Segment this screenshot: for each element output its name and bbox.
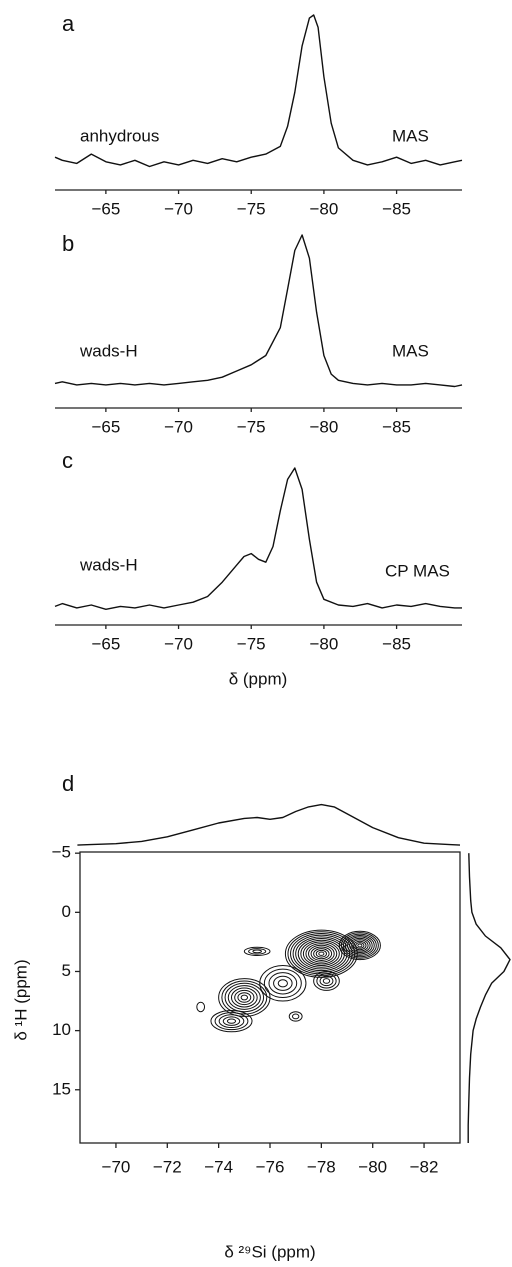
contour-line [353,940,367,951]
x-tick-label: −85 [382,417,411,436]
contour-line [252,949,262,954]
panel-label: d [62,771,74,796]
x-tick-label: −75 [237,199,266,218]
x-tick-label: −75 [237,634,266,653]
contour-line [259,965,307,1002]
contour-line [240,994,249,1001]
contour-line [355,942,365,949]
x-tick-label: −80 [309,634,338,653]
y-tick-label: 15 [52,1079,71,1098]
contour-line [342,933,377,958]
x-tick-label: −85 [382,199,411,218]
x-tick-label: −70 [164,199,193,218]
contour-line [227,985,261,1010]
x-tick-label: −85 [382,634,411,653]
annotation: MAS [392,341,429,360]
x-tick-label: −76 [256,1157,285,1176]
x-tick-label: −75 [237,417,266,436]
x-tick-label: −70 [164,417,193,436]
contour-line [292,934,351,973]
y-tick-label: 10 [52,1020,71,1039]
contour-line [224,982,265,1013]
contour-line [305,943,338,965]
contour-line [344,935,375,956]
x-tick-label: −82 [410,1157,439,1176]
contour-line [273,975,293,991]
contour-line [277,979,288,988]
y-tick-label: 5 [62,961,71,980]
x-tick-label: −70 [164,634,193,653]
x-tick-label: −78 [307,1157,336,1176]
contour-line [315,949,327,958]
contour-line [338,930,381,961]
contour-line [300,939,343,968]
contour-line [222,1016,241,1026]
spectrum [54,14,463,168]
x-axis-label: δ ²⁹Si (ppm) [224,1242,315,1261]
x-tick-label: −80 [358,1157,387,1176]
contour-line [263,968,302,998]
contour-line [230,987,258,1008]
contour-line [214,1012,249,1031]
contour-line [237,992,252,1003]
spectrum [54,234,463,388]
projection-29si [77,803,461,846]
contour-line [310,946,333,961]
x-tick-label: −74 [204,1157,233,1176]
contour-line [297,938,345,970]
contour-line [340,932,379,959]
contour-line [248,948,267,955]
contour-line [308,944,335,963]
contour-line [268,972,298,995]
annotation: wads-H [79,341,138,360]
spectrum [54,467,462,610]
contour-line [319,975,334,987]
x-tick-label: −70 [102,1157,131,1176]
contour-line [196,1001,206,1013]
x-tick-label: −80 [309,417,338,436]
contour-line [210,1010,253,1033]
annotation: anhydrous [80,126,159,145]
contour-line [318,951,325,956]
y-axis-label: δ ¹H (ppm) [11,959,30,1040]
contour-line [221,980,268,1015]
contour-line [313,948,330,960]
contour-line [351,939,369,952]
x-tick-label: −72 [153,1157,182,1176]
x-tick-label: −80 [309,199,338,218]
panel-label: c [62,448,73,473]
contour-line [243,946,271,957]
contour-line [322,978,331,984]
contour-line [302,941,340,967]
contour-line [234,989,255,1006]
contour-line [291,1013,300,1020]
x-tick-label: −65 [91,199,120,218]
contour-line [349,937,371,954]
annotation: MAS [392,126,429,145]
contour-line [357,943,363,948]
contour-line [313,970,340,991]
contour-line [295,936,348,972]
contour-line [218,1014,245,1029]
contour-line [347,936,373,955]
contour-line [316,973,337,989]
projection-1h [467,853,511,1143]
contour-line [226,1018,237,1024]
y-tick-label: −5 [52,843,71,862]
annotation: wads-H [79,555,138,574]
x-tick-label: −65 [91,417,120,436]
y-tick-label: 0 [62,902,71,921]
contour-line [288,1011,303,1022]
annotation: CP MAS [385,561,450,580]
panel-label: b [62,231,74,256]
panel-label: a [62,11,75,36]
x-tick-label: −65 [91,634,120,653]
x-axis-label: δ (ppm) [229,669,288,688]
